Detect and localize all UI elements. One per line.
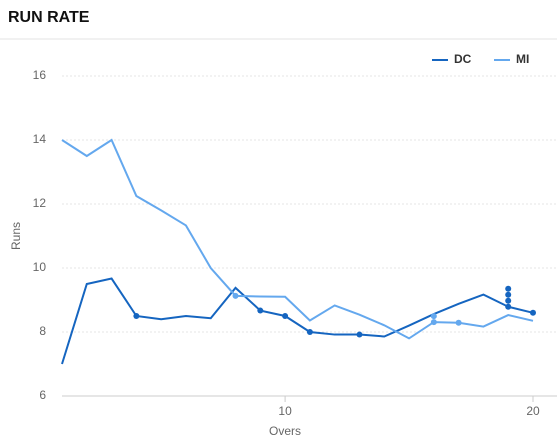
y-tick-label: 12 [33, 196, 47, 210]
wicket-marker [257, 307, 264, 314]
wicket-marker [530, 309, 536, 316]
wicket-marker [133, 313, 140, 319]
legend-label: MI [516, 52, 529, 66]
wicket-marker [430, 313, 437, 320]
y-tick-label: 10 [33, 260, 47, 274]
y-tick-label: 14 [33, 132, 47, 146]
x-tick-label: 20 [526, 404, 540, 418]
wicket-marker [455, 319, 462, 326]
y-tick-label: 8 [39, 324, 46, 338]
line [61, 138, 534, 340]
wicket-marker [306, 329, 313, 335]
chart-title: RUN RATE [8, 9, 90, 26]
wicket-marker [232, 292, 239, 299]
wicket-marker [282, 313, 289, 319]
legend-label: DC [454, 52, 472, 66]
line [61, 277, 534, 365]
x-tick-label: 10 [278, 404, 292, 418]
wicket-marker [356, 331, 363, 338]
wicket-marker [505, 303, 512, 310]
x-axis-label: Overs [269, 424, 301, 438]
y-tick-label: 6 [39, 388, 46, 402]
wicket-marker [430, 319, 437, 326]
y-tick-label: 16 [33, 68, 47, 82]
wicket-marker [505, 285, 512, 292]
wicket-marker [505, 297, 512, 304]
y-axis-label: Runs [9, 222, 23, 250]
wicket-marker [505, 291, 512, 298]
